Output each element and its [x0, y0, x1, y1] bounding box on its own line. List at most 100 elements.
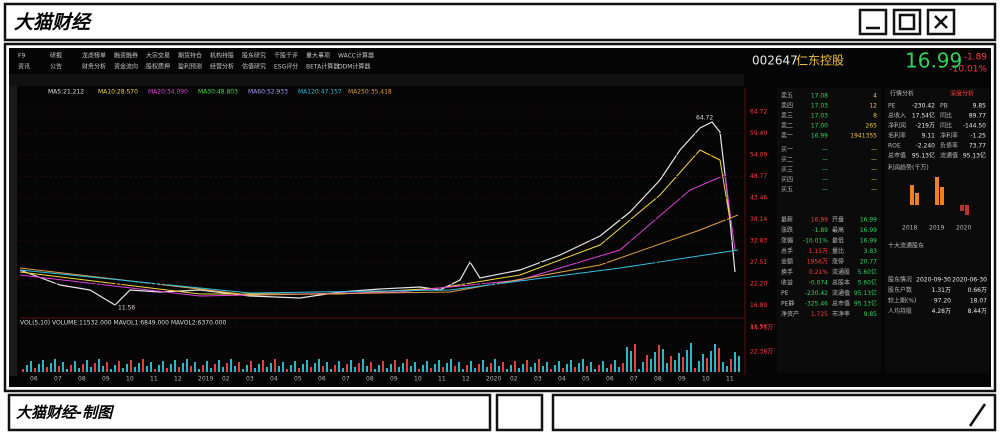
volume-bar — [286, 369, 288, 372]
volume-bar — [202, 365, 204, 372]
x-tick-label: 11 — [438, 376, 446, 383]
menu-item: 大宗交易 — [146, 52, 170, 60]
order-qty: 8 — [873, 113, 877, 120]
year-label: 2018 — [902, 225, 917, 232]
x-tick-label: 06 — [30, 376, 38, 383]
x-tick-label: 08 — [654, 376, 662, 383]
menu-item: 资金流向 — [114, 63, 138, 71]
order-label: 卖一 — [781, 133, 793, 140]
volume-bar — [666, 363, 668, 372]
volume-bar — [574, 367, 576, 372]
order-panel — [777, 88, 881, 373]
volume-bar — [662, 349, 664, 372]
menu-item: 研报 — [50, 52, 62, 60]
volume-bar — [266, 367, 268, 372]
ma-legend: MA5:21.212 — [48, 89, 84, 96]
stat-value: 5.60亿 — [858, 279, 877, 287]
volume-bar — [622, 363, 624, 372]
holder-value: 8.44万 — [968, 308, 987, 315]
fund-value: 73.77 — [969, 143, 986, 150]
volume-bar — [722, 362, 724, 372]
year-label: 2019 — [929, 225, 944, 232]
profit-bar — [915, 193, 919, 205]
order-price: — — [822, 147, 828, 154]
volume-bar — [86, 360, 88, 372]
ma-line — [19, 249, 739, 294]
volume-bar — [238, 362, 240, 372]
menu-item: 千股千评 — [274, 52, 298, 60]
minimize-button[interactable] — [858, 8, 888, 36]
order-qty: 1941355 — [850, 133, 877, 140]
menu-item: DDM计算器 — [338, 63, 370, 71]
stat-value: 16.99 — [860, 227, 877, 234]
volume-bar — [38, 364, 40, 372]
x-tick-label: 08 — [366, 376, 374, 383]
menu-item: F9 — [18, 53, 25, 60]
volume-bar — [262, 360, 264, 372]
order-qty: — — [871, 157, 877, 164]
volume-bar — [490, 363, 492, 372]
holder-label: 股东户数 — [888, 286, 912, 294]
stat-value: 3.83 — [864, 248, 878, 255]
volume-bar — [610, 364, 612, 372]
holder-label: 股东情况 — [888, 276, 912, 284]
y-tick-label: 43.46 — [750, 195, 767, 202]
fund-value: -230.42 — [912, 103, 935, 110]
volume-bar — [62, 362, 64, 372]
volume-bar — [618, 367, 620, 372]
change-pct: -10.01% — [949, 65, 987, 75]
volume-bar — [462, 369, 464, 372]
order-qty: 12 — [869, 103, 877, 110]
fund-value: -1.25 — [970, 133, 986, 140]
volume-bar — [422, 365, 424, 372]
volume-bar — [690, 343, 692, 372]
volume-bar — [82, 364, 84, 372]
price-line — [19, 121, 736, 306]
menu-item: 股东研究 — [242, 52, 266, 60]
volume-bar — [502, 362, 504, 372]
stat-label: 金额 — [781, 258, 793, 266]
x-tick-label: 06 — [318, 376, 326, 383]
fund-label: 同比 — [940, 112, 952, 120]
fundamental-panel — [885, 88, 989, 373]
volume-bar — [122, 368, 124, 372]
volume-bar — [702, 354, 704, 372]
volume-bar — [166, 368, 168, 372]
volume-bar — [482, 360, 484, 372]
order-label: 卖四 — [781, 103, 793, 110]
volume-bar — [362, 359, 364, 372]
volume-bar — [106, 362, 108, 372]
y-tick-label: 32.83 — [750, 238, 767, 245]
ma-legend: MA10:28.570 — [98, 89, 138, 96]
volume-bar — [410, 366, 412, 372]
volume-bar — [542, 366, 544, 372]
volume-bar — [110, 369, 112, 372]
volume-bar — [534, 363, 536, 372]
volume-bar — [394, 360, 396, 372]
fund-value: 89.77 — [969, 113, 986, 120]
maximize-icon — [898, 13, 916, 31]
fund-label: 同比 — [940, 122, 952, 130]
volume-bar — [678, 353, 680, 372]
volume-bar — [58, 366, 60, 372]
x-tick-label: 2019 — [198, 376, 213, 383]
order-label: 卖二 — [781, 123, 793, 130]
y-tick-label: 59.40 — [750, 130, 767, 137]
y-tick-label: 16.89 — [750, 302, 767, 309]
volume-bar — [554, 365, 556, 372]
holder-value: 1.31万 — [932, 287, 951, 294]
holder-value: 18.07 — [970, 298, 987, 305]
stock-name: 仁东控股 — [796, 54, 844, 68]
stat-label: 涨停 — [832, 258, 844, 266]
volume-bar — [178, 367, 180, 372]
small-box — [495, 393, 544, 432]
volume-bar — [514, 361, 516, 372]
order-qty: 4 — [873, 93, 877, 100]
year-label: 2020 — [956, 225, 971, 232]
volume-bar — [90, 367, 92, 372]
menu-item: 融资融券 — [114, 52, 138, 60]
volume-bar — [638, 369, 640, 372]
volume-bar — [322, 366, 324, 372]
y-tick-label: 54.09 — [750, 152, 767, 159]
volume-bar — [54, 359, 56, 372]
